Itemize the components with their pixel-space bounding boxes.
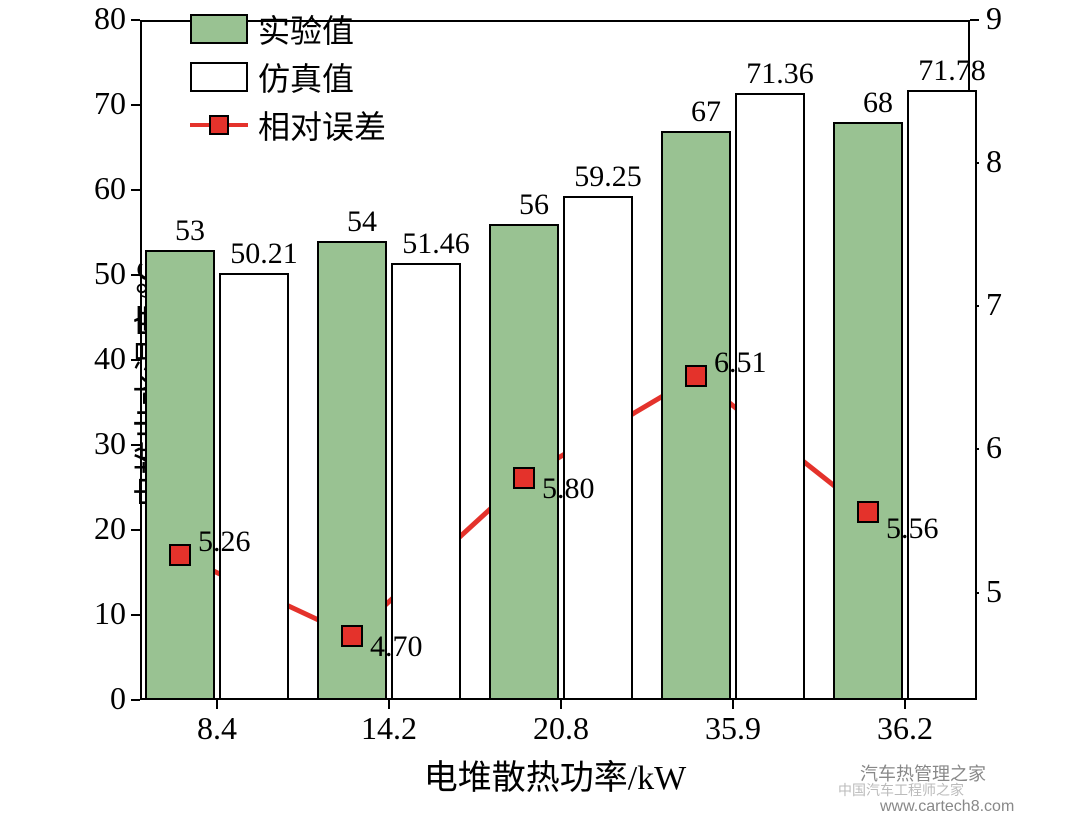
chart-container: 电堆出水温度/℃ 相对误差/% 电堆散热功率/kW 实验值仿真值相对误差 010… bbox=[0, 0, 1080, 822]
error-value-label: 6.51 bbox=[714, 346, 767, 380]
legend-label: 相对误差 bbox=[258, 102, 386, 148]
bar-value-label: 51.46 bbox=[381, 227, 491, 261]
y-left-tick bbox=[131, 699, 140, 701]
y-left-tick-label: 60 bbox=[94, 170, 126, 207]
legend-swatch bbox=[190, 123, 248, 127]
error-value-label: 5.80 bbox=[542, 472, 595, 506]
watermark-text: 中国汽车工程师之家 bbox=[838, 780, 964, 800]
y-left-tick bbox=[131, 274, 140, 276]
watermark-text: www.cartech8.com bbox=[880, 798, 1014, 816]
y-left-tick-label: 80 bbox=[94, 0, 126, 37]
legend-marker-icon bbox=[209, 115, 229, 135]
y-left-tick bbox=[131, 614, 140, 616]
error-marker bbox=[685, 365, 707, 387]
y-left-tick bbox=[131, 189, 140, 191]
x-tick-label: 36.2 bbox=[865, 710, 945, 747]
x-tick bbox=[904, 700, 906, 709]
legend-label: 实验值 bbox=[258, 6, 354, 52]
y-left-tick bbox=[131, 19, 140, 21]
y-left-tick-label: 30 bbox=[94, 425, 126, 462]
error-marker bbox=[857, 501, 879, 523]
bar-experimental bbox=[833, 122, 903, 700]
error-marker bbox=[341, 625, 363, 647]
legend-swatch bbox=[190, 14, 248, 44]
y-left-tick-label: 10 bbox=[94, 595, 126, 632]
y-left-tick bbox=[131, 529, 140, 531]
bar-simulated bbox=[219, 273, 289, 700]
bar-simulated bbox=[735, 93, 805, 700]
y-right-tick-label: 6 bbox=[986, 429, 1002, 466]
legend-label: 仿真值 bbox=[258, 54, 354, 100]
error-marker bbox=[513, 467, 535, 489]
y-right-tick-label: 5 bbox=[986, 573, 1002, 610]
error-value-label: 5.56 bbox=[886, 512, 939, 546]
error-marker bbox=[169, 544, 191, 566]
x-tick-label: 20.8 bbox=[521, 710, 601, 747]
y-left-tick bbox=[131, 104, 140, 106]
bar-value-label: 71.36 bbox=[725, 57, 835, 91]
x-tick bbox=[216, 700, 218, 709]
legend: 实验值仿真值相对误差 bbox=[190, 6, 386, 148]
x-tick bbox=[732, 700, 734, 709]
error-value-label: 5.26 bbox=[198, 525, 251, 559]
y-right-tick-label: 8 bbox=[986, 143, 1002, 180]
legend-item-exp: 实验值 bbox=[190, 6, 386, 52]
y-left-tick bbox=[131, 444, 140, 446]
x-tick bbox=[560, 700, 562, 709]
y-right-tick-label: 9 bbox=[986, 0, 1002, 37]
bar-value-label: 71.78 bbox=[897, 54, 1007, 88]
y-left-tick-label: 40 bbox=[94, 340, 126, 377]
error-value-label: 4.70 bbox=[370, 630, 423, 664]
bar-value-label: 59.25 bbox=[553, 160, 663, 194]
bar-experimental bbox=[661, 131, 731, 701]
x-axis-label: 电堆散热功率/kW bbox=[405, 750, 705, 799]
y-left-tick bbox=[131, 359, 140, 361]
y-left-tick-label: 50 bbox=[94, 255, 126, 292]
legend-item-err: 相对误差 bbox=[190, 102, 386, 148]
x-tick bbox=[388, 700, 390, 709]
y-left-tick-label: 70 bbox=[94, 85, 126, 122]
legend-swatch bbox=[190, 62, 248, 92]
x-tick-label: 14.2 bbox=[349, 710, 429, 747]
y-right-tick-label: 7 bbox=[986, 286, 1002, 323]
bar-value-label: 50.21 bbox=[209, 237, 319, 271]
y-right-tick bbox=[970, 19, 979, 21]
bar-experimental bbox=[489, 224, 559, 700]
bar-simulated bbox=[563, 196, 633, 700]
bar-experimental bbox=[145, 250, 215, 701]
y-left-tick-label: 20 bbox=[94, 510, 126, 547]
bar-simulated bbox=[907, 90, 977, 700]
legend-item-sim: 仿真值 bbox=[190, 54, 386, 100]
x-tick-label: 35.9 bbox=[693, 710, 773, 747]
y-left-tick-label: 0 bbox=[110, 680, 126, 717]
x-tick-label: 8.4 bbox=[177, 710, 257, 747]
